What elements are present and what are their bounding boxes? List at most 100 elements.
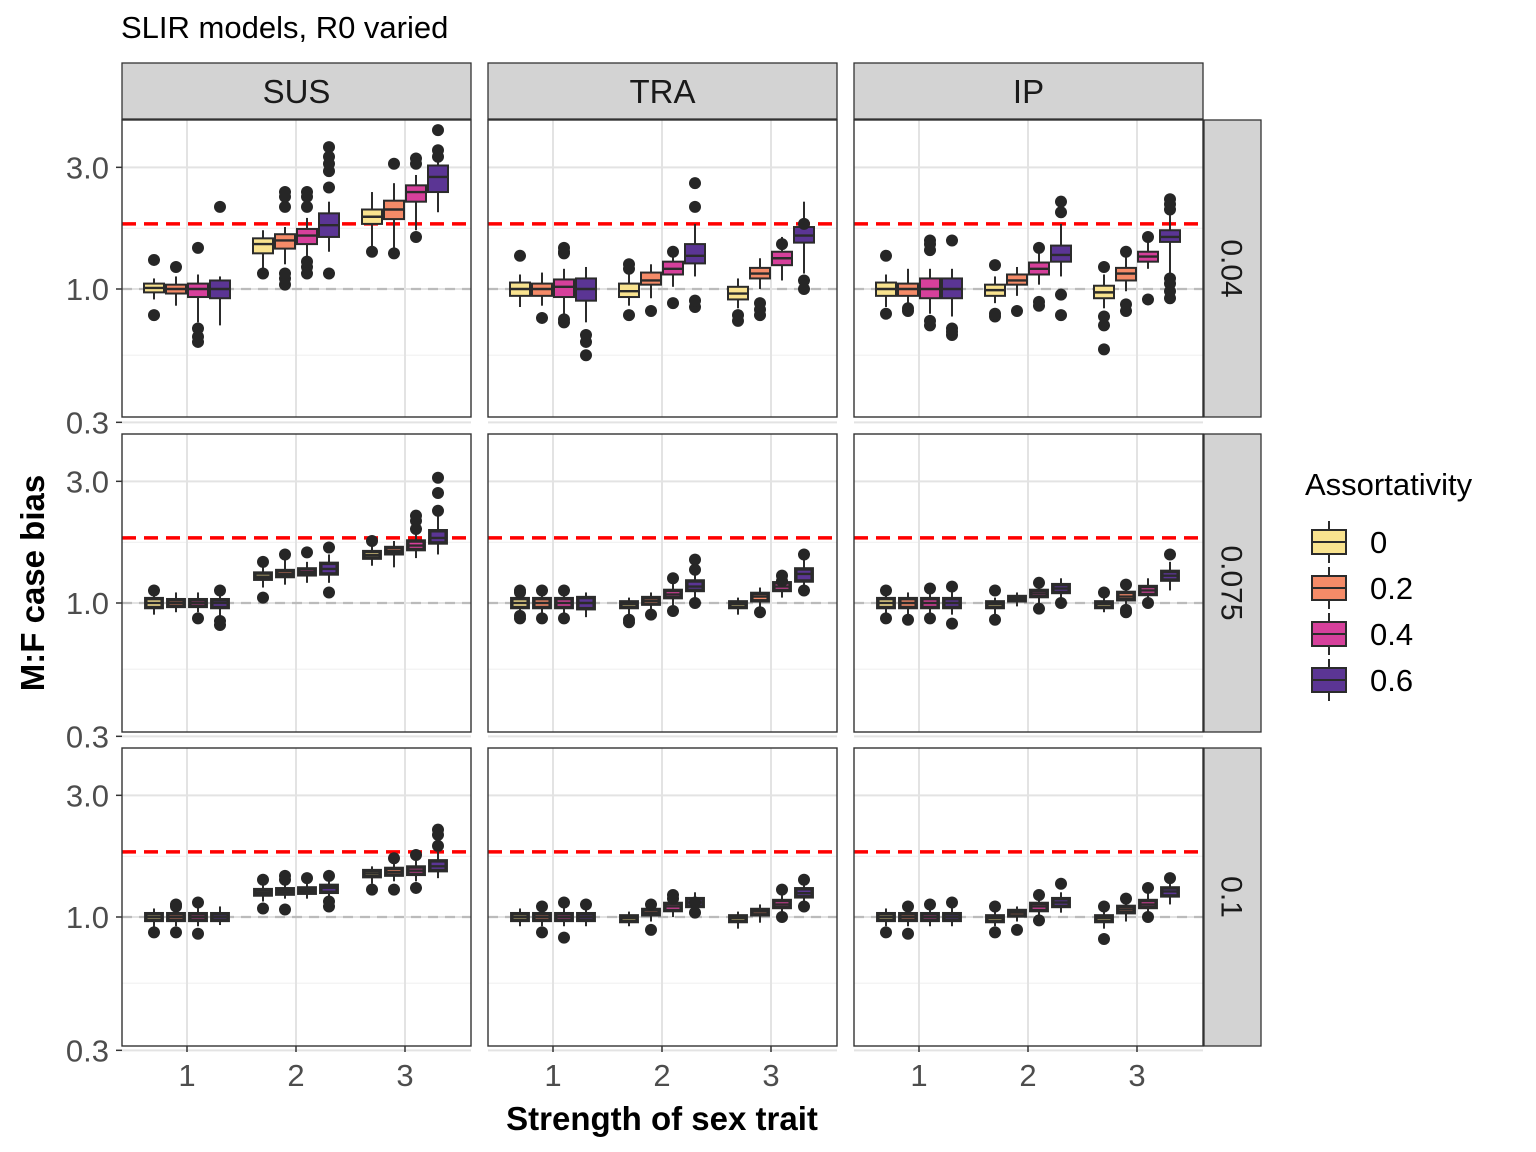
box-0.6 [942, 896, 962, 927]
outlier-point [667, 245, 679, 258]
outlier-point [192, 612, 204, 625]
box-body [553, 278, 575, 299]
box-0.4 [297, 546, 317, 583]
x-tick-label: 1 [544, 1058, 561, 1093]
outlier-point [388, 157, 400, 170]
panel-border [853, 433, 1204, 733]
box-0 [1094, 586, 1114, 613]
box-0.6 [1160, 548, 1180, 591]
box-0.2 [897, 268, 919, 317]
box-0.6 [1160, 872, 1180, 905]
outlier-point [989, 584, 1001, 597]
outlier-point [170, 260, 182, 273]
outlier-point [880, 926, 892, 939]
box-0.2 [275, 869, 295, 916]
box-0.6 [576, 592, 596, 618]
outlier-point [558, 896, 570, 909]
box-0.6 [209, 200, 231, 326]
outlier-point [536, 926, 548, 939]
box-0.4 [1029, 888, 1049, 927]
outlier-point [388, 247, 400, 260]
outlier-point [902, 302, 914, 315]
x-axis-label: Strength of sex trait [506, 1100, 818, 1137]
box-0 [619, 597, 639, 629]
outlier-point [924, 612, 936, 625]
outlier-point [192, 241, 204, 254]
box-0.6 [1051, 578, 1071, 609]
outlier-point [989, 259, 1001, 272]
outlier-point [989, 926, 1001, 939]
box-0 [727, 278, 749, 327]
box-0.6 [793, 201, 815, 295]
column-strip-label: IP [1013, 73, 1044, 110]
box-0.6 [685, 892, 705, 919]
box-0.6 [941, 234, 963, 342]
box-0.2 [749, 258, 771, 322]
outlier-point [580, 898, 592, 911]
box-0.4 [554, 896, 574, 944]
y-tick-label: 0.3 [66, 719, 109, 754]
box-0.6 [1051, 877, 1071, 913]
box-body [252, 237, 274, 255]
outlier-point [1142, 911, 1154, 923]
y-tick-label: 0.3 [66, 1033, 109, 1068]
outlier-point [754, 606, 766, 619]
outlier-point [514, 609, 526, 622]
outlier-point [880, 612, 892, 625]
outlier-point [1120, 578, 1132, 591]
outlier-point [1055, 597, 1067, 609]
chart-title: SLIR models, R0 varied [121, 10, 448, 45]
outlier-point [924, 314, 936, 327]
outlier-point [924, 898, 936, 911]
outlier-point [323, 869, 335, 882]
column-strip [487, 62, 838, 120]
legend-item: 0.2 [1311, 567, 1413, 609]
outlier-point [323, 895, 335, 908]
box-0.2 [640, 264, 662, 317]
box-body [405, 184, 427, 203]
x-tick-label: 3 [762, 1058, 779, 1093]
outlier-point [1055, 309, 1067, 322]
box-0 [510, 908, 530, 927]
outlier-point [536, 612, 548, 625]
outlier-point [623, 613, 635, 626]
x-tick-label: 2 [1019, 1058, 1036, 1093]
box-0 [1094, 900, 1114, 945]
box-0.2 [384, 852, 404, 896]
outlier-point [689, 597, 701, 609]
box-0.2 [384, 541, 404, 568]
outlier-point [924, 234, 936, 247]
legend-item: 0.6 [1311, 659, 1413, 701]
panel-border [487, 433, 838, 733]
outlier-point [623, 258, 635, 271]
box-0.6 [794, 873, 814, 913]
box-0.6 [575, 266, 597, 362]
box-0.6 [210, 906, 230, 926]
box-0 [618, 258, 640, 322]
outlier-point [689, 906, 701, 919]
box-0 [253, 873, 273, 915]
outlier-point [1011, 304, 1023, 317]
outlier-point [279, 869, 291, 882]
legend: Assortativity 0 0.2 0.4 0.6 [1305, 467, 1473, 701]
box-0.2 [1006, 266, 1028, 317]
outlier-point [558, 241, 570, 254]
box-0.4 [1028, 241, 1050, 312]
row-strip [1203, 119, 1262, 418]
outlier-point [1142, 881, 1154, 894]
box-0.2 [641, 592, 661, 621]
box-0 [728, 597, 748, 615]
outlier-point [558, 612, 570, 625]
box-0.2 [750, 587, 770, 619]
outlier-point [645, 923, 657, 936]
outlier-point [645, 608, 657, 621]
outlier-point [946, 580, 958, 593]
box-0 [876, 584, 896, 625]
box-0 [728, 911, 748, 929]
facet-panel [854, 748, 1203, 1052]
outlier-point [798, 283, 810, 295]
outlier-point [1142, 293, 1154, 306]
outlier-point [388, 852, 400, 865]
outlier-point [1098, 343, 1110, 356]
outlier-point [989, 900, 1001, 913]
